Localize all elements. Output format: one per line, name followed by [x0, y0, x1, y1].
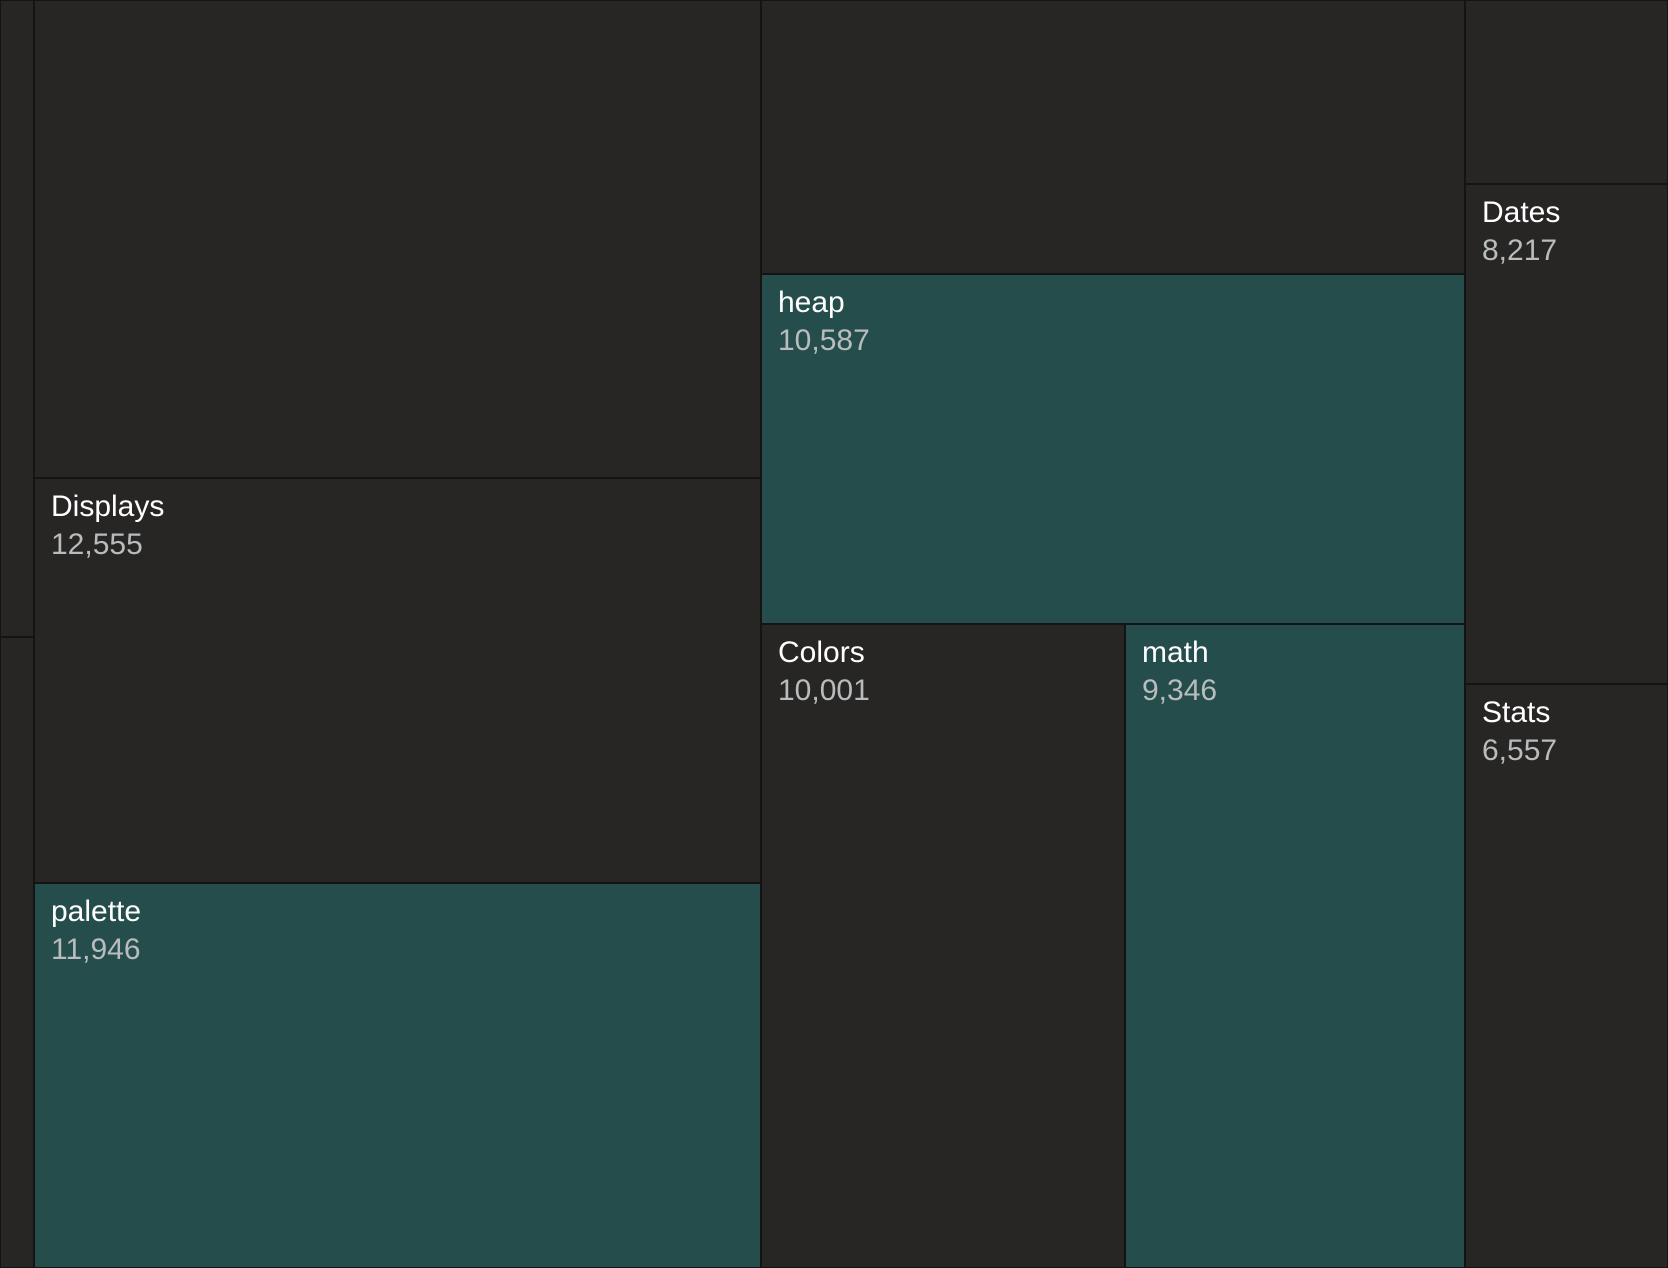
treemap-tile-unlabeled	[1465, 0, 1668, 184]
treemap-tile-unlabeled	[0, 637, 34, 1268]
treemap-tile-stats[interactable]: Stats 6,557	[1465, 684, 1668, 1268]
treemap-tile-heap[interactable]: heap 10,587	[761, 274, 1465, 624]
treemap-tile-displays[interactable]: Displays 12,555	[34, 478, 761, 883]
treemap-tile-palette[interactable]: palette 11,946	[34, 883, 761, 1268]
tile-label: Displays	[51, 490, 165, 523]
tile-value: 12,555	[51, 528, 143, 561]
treemap-tile-colors[interactable]: Colors 10,001	[761, 624, 1125, 1268]
treemap-tile-dates[interactable]: Dates 8,217	[1465, 184, 1668, 684]
tile-value: 10,587	[778, 324, 870, 357]
treemap-tile-unlabeled	[34, 0, 761, 478]
tile-value: 6,557	[1482, 734, 1558, 767]
tile-value: 11,946	[51, 933, 141, 966]
tile-label: heap	[778, 286, 845, 319]
tile-label: Dates	[1482, 196, 1561, 229]
tile-label: palette	[51, 895, 142, 928]
treemap-tile-unlabeled	[761, 0, 1465, 274]
tile-label: Stats	[1482, 696, 1551, 729]
treemap-tile-math[interactable]: math 9,346	[1125, 624, 1465, 1268]
tile-value: 8,217	[1482, 234, 1558, 267]
treemap-tile-unlabeled	[0, 0, 34, 637]
tile-label: Colors	[778, 636, 865, 669]
tile-value: 10,001	[778, 674, 870, 707]
tile-label: math	[1142, 636, 1209, 669]
tile-value: 9,346	[1142, 674, 1218, 707]
